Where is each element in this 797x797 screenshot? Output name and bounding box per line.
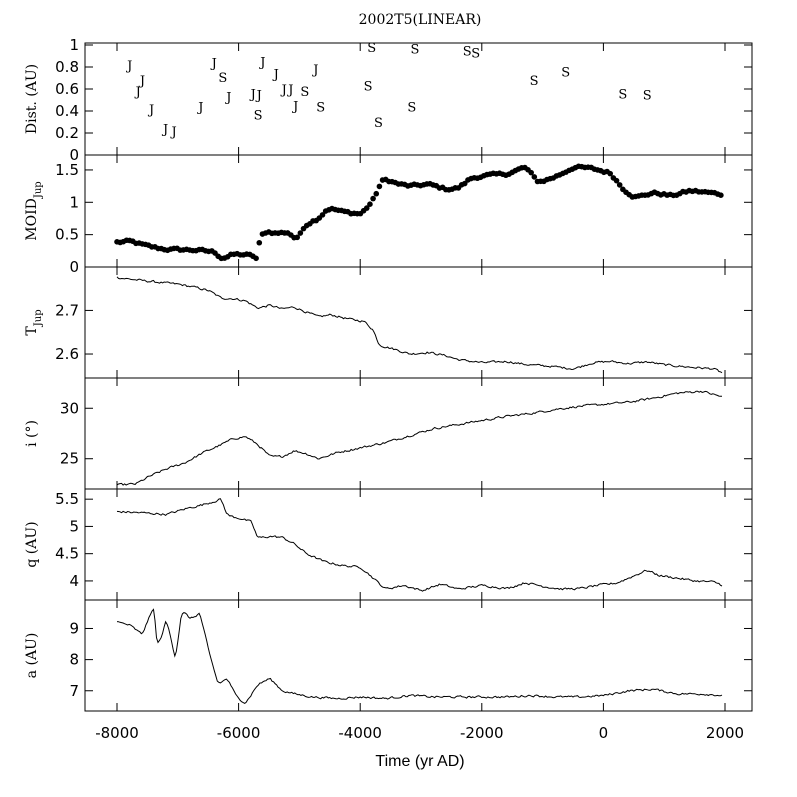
encounter-marker-s: S <box>316 101 325 116</box>
y-tick-label: 8 <box>69 651 79 669</box>
y-tick-label: 9 <box>69 619 79 637</box>
encounter-marker-j: J <box>280 83 287 98</box>
encounter-marker-s: S <box>367 41 376 56</box>
y-tick-label: 30 <box>60 399 79 417</box>
y-tick-label: 1 <box>69 36 79 54</box>
encounter-marker-j: J <box>196 101 203 116</box>
encounter-marker-s: S <box>374 116 383 131</box>
y-tick-label: 1 <box>69 193 79 211</box>
encounter-marker-s: S <box>410 42 419 57</box>
panel-moid: 0 0.5 1 1.5 MOIDJup <box>24 155 752 276</box>
panel-incl: 25 30 i (°) <box>24 378 752 489</box>
y-tick-label: 25 <box>60 450 79 468</box>
encounter-marker-s: S <box>218 71 227 86</box>
encounter-marker-j: J <box>258 56 265 71</box>
encounter-marker-j: J <box>291 100 298 115</box>
plot-frame <box>84 42 753 712</box>
panel-q: 4 4.5 5 5.5 q (AU) <box>24 489 752 600</box>
y-tick-label: 0.6 <box>55 80 79 98</box>
y-tick-label: 0.8 <box>55 58 79 76</box>
x-tick-label: 0 <box>599 724 609 742</box>
encounter-marker-s: S <box>254 108 263 123</box>
encounter-marker-j: J <box>170 125 177 140</box>
x-tick-label: -2000 <box>460 724 504 742</box>
encounter-marker-j: J <box>210 57 217 72</box>
encounter-marker-j: J <box>224 91 231 106</box>
encounter-marker-s: S <box>561 65 570 80</box>
series-line-a <box>116 608 723 704</box>
encounter-marker-s: S <box>364 80 373 95</box>
x-tick-label: -8000 <box>95 724 139 742</box>
moid-point <box>616 182 623 188</box>
moid-point <box>297 230 304 236</box>
encounter-marker-s: S <box>407 101 416 116</box>
y-tick-label: 4.5 <box>55 545 79 563</box>
encounter-marker-s: S <box>300 85 309 100</box>
x-tick-label: -6000 <box>217 724 261 742</box>
y-axis-label: TJup <box>24 309 44 335</box>
encounter-marker-j: J <box>272 68 279 83</box>
y-axis-label: i (°) <box>24 420 40 447</box>
encounter-marker-j: J <box>134 85 141 100</box>
series-line-incl <box>116 390 723 486</box>
moid-point <box>370 195 376 202</box>
encounter-marker-j: J <box>249 87 256 102</box>
moid-point <box>528 169 534 176</box>
panel-a: 7 8 9 a (AU) <box>24 600 752 711</box>
encounter-marker-j: J <box>161 123 168 138</box>
y-tick-label: 0.4 <box>55 102 79 120</box>
moid-point <box>363 205 370 211</box>
encounter-marker-s: S <box>530 74 539 89</box>
encounter-marker-s: S <box>643 89 652 104</box>
encounter-marker-s: S <box>463 45 472 60</box>
encounter-marker-j: J <box>311 63 318 78</box>
moid-point <box>253 255 259 262</box>
moid-point <box>461 180 468 187</box>
moid-point <box>376 183 383 190</box>
moid-point <box>613 177 620 184</box>
y-tick-label: 0.5 <box>55 226 79 244</box>
y-tick-label: 0 <box>69 146 79 164</box>
y-tick-label: 1.5 <box>55 161 79 179</box>
encounter-marker-j: J <box>147 103 154 118</box>
y-axis-label: q (AU) <box>24 521 40 567</box>
y-tick-label: 2.6 <box>55 345 79 363</box>
encounter-marker-j: J <box>138 74 145 89</box>
encounter-marker-s: S <box>618 87 627 102</box>
y-tick-label: 0 <box>69 258 79 276</box>
moid-point <box>373 190 380 197</box>
moid-point <box>367 201 373 207</box>
encounter-marker-j: J <box>125 59 132 74</box>
encounter-marker-s: S <box>471 47 480 62</box>
moid-point <box>607 170 614 177</box>
encounter-marker-j: J <box>255 89 262 104</box>
y-tick-label: 2.7 <box>55 301 79 319</box>
x-tick-label: 2000 <box>706 724 744 742</box>
y-tick-label: 0.2 <box>55 124 79 142</box>
moid-point <box>256 239 263 246</box>
series-line-q <box>116 498 723 592</box>
x-axis-label: Time (yr AD) <box>375 753 464 770</box>
y-tick-label: 4 <box>69 572 79 590</box>
y-tick-label: 5.5 <box>55 490 79 508</box>
series-line-tjup <box>116 276 723 374</box>
y-tick-label: 5 <box>69 517 79 535</box>
x-tick-label: -4000 <box>338 724 382 742</box>
y-tick-label: 7 <box>69 682 79 700</box>
moid-point <box>718 192 724 199</box>
chart-title: 2002T5(LINEAR) <box>359 12 482 28</box>
y-axis-label: MOIDJup <box>24 181 44 240</box>
panel-tjup: 2.6 2.7 TJup <box>24 267 752 378</box>
y-axis-label: a (AU) <box>24 633 40 679</box>
y-axis-label: Dist. (AU) <box>24 64 40 134</box>
encounter-marker-j: J <box>286 83 293 98</box>
moid-point <box>294 234 301 241</box>
moid-point <box>531 174 538 180</box>
moid-point <box>319 212 326 218</box>
